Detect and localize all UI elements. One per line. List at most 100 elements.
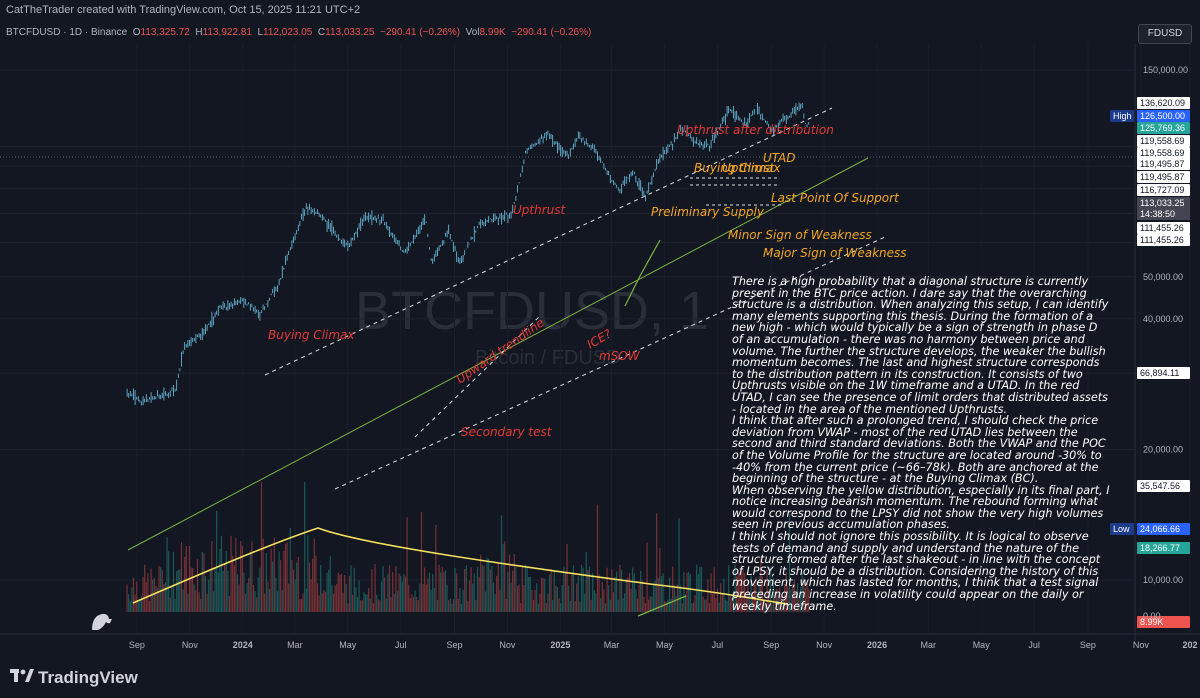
time-tick-label: Mar <box>921 640 937 650</box>
price-chart[interactable]: BTCFDUSD, 1 Bitcoin / FDUSD Upthrust aft… <box>0 44 1200 658</box>
volume-bar <box>321 593 323 612</box>
volume-bar <box>584 593 586 612</box>
volume-bar <box>198 592 200 612</box>
volume-bar <box>454 567 456 612</box>
price-tick-label: 40,000.00 <box>1143 314 1183 324</box>
volume-bar <box>390 596 392 612</box>
volume-bar <box>243 572 245 612</box>
volume-bar <box>676 584 679 612</box>
volume-bar <box>628 573 631 612</box>
volume-bar <box>134 594 136 612</box>
volume-bar <box>436 600 439 612</box>
price-label-box <box>1137 480 1190 492</box>
volume-bar <box>366 594 368 612</box>
volume-bar <box>424 567 426 612</box>
symbol-label[interactable]: BTCFDUSD · 1D · Binance <box>6 27 128 38</box>
recovery-line <box>624 239 661 307</box>
tradingview-mascot-icon <box>92 613 112 630</box>
volume-bar <box>721 594 723 612</box>
volume-bar <box>752 591 754 612</box>
tradingview-logo[interactable]: TradingView <box>10 668 138 688</box>
volume-bar <box>736 576 738 612</box>
volume-bar <box>635 589 637 612</box>
volume-bar <box>739 573 741 612</box>
volume-bar <box>756 593 759 612</box>
volume-bar <box>611 569 613 612</box>
annotation-label: Major Sign of Weakness <box>763 246 907 260</box>
volume-bar <box>598 574 600 612</box>
volume-bar <box>496 575 498 612</box>
volume-bar <box>561 584 563 612</box>
time-axis[interactable]: Sep Nov 2024 Mar May Jul Sep Nov 2025 Mar May Jul Se… <box>0 633 1200 650</box>
volume-bar <box>537 603 539 612</box>
volume-value: 8.99K <box>479 27 506 38</box>
volume-bar <box>638 584 640 612</box>
volume-bar <box>446 585 448 612</box>
currency-button[interactable]: FDUSD <box>1138 24 1192 44</box>
volume-bar <box>300 598 303 612</box>
volume-bar <box>625 578 627 612</box>
volume-bar <box>718 602 720 612</box>
volume-bar <box>345 584 347 612</box>
volume-bar <box>281 590 283 612</box>
volume-bar <box>694 595 696 612</box>
volume-bar <box>144 564 146 612</box>
volume-bar <box>350 565 352 612</box>
volume-bar <box>630 588 632 612</box>
volume-bar <box>380 581 383 612</box>
high-value: 113,922.81 <box>202 27 252 38</box>
volume-trend-line <box>637 595 687 617</box>
volume-bar <box>400 575 402 612</box>
volume-bar <box>404 576 407 612</box>
volume-bar <box>289 528 291 612</box>
price-label-box <box>1137 97 1190 109</box>
volume-bar <box>720 583 722 612</box>
volume-bar <box>276 591 279 612</box>
volume-bar <box>456 573 458 612</box>
volume-bar <box>464 569 466 612</box>
volume-bar <box>371 569 373 612</box>
volume-bar <box>171 585 173 612</box>
volume-bar <box>806 583 808 612</box>
close-value: 113,033.25 <box>325 27 375 38</box>
time-tick-label: 2025 <box>550 640 570 650</box>
volume-bar <box>179 569 181 612</box>
time-tick-label: Mar <box>604 640 620 650</box>
volume-bar <box>545 602 547 612</box>
tradingview-logo-icon <box>10 668 34 688</box>
volume-bar <box>232 555 234 612</box>
volume-bar <box>510 582 512 612</box>
volume-bar <box>230 535 232 612</box>
volume-bar <box>707 579 709 612</box>
volume-bar <box>732 592 735 612</box>
volume-bar <box>515 567 517 612</box>
volume-bar <box>779 587 781 612</box>
volume-bar <box>804 587 807 612</box>
volume-axis-label: 0.00 <box>1143 611 1161 621</box>
price-label: 66,894.11 <box>1140 368 1179 378</box>
volume-bar <box>651 596 653 612</box>
ohlc-legend: BTCFDUSD · 1D · Binance O113,325.72 H113… <box>0 22 1135 42</box>
price-axis[interactable]: 150,000.00100,000.0090,000.0080,000.0070… <box>1110 44 1190 640</box>
volume-bar <box>692 602 695 612</box>
volume-bar <box>531 590 533 612</box>
volume-bar <box>200 598 202 612</box>
upward-trendline <box>127 157 869 551</box>
volume-bar <box>588 566 591 612</box>
volume-bar <box>331 585 333 612</box>
volume-bar <box>548 574 551 612</box>
footer: TradingView <box>0 660 1200 698</box>
volume-bar <box>568 585 570 612</box>
volume-bar <box>593 589 595 612</box>
volume-bar <box>432 573 434 612</box>
volume-bar <box>619 564 621 612</box>
analysis-paragraph: There is a high probability that a diago… <box>732 275 1109 416</box>
volume-bar <box>579 602 581 612</box>
volume-bar <box>369 598 371 612</box>
volume-bar <box>699 566 701 612</box>
volume-bar <box>472 583 474 612</box>
volume-bar <box>664 600 666 612</box>
volume-bar <box>552 599 554 612</box>
volume-bar <box>665 601 667 612</box>
volume-bar <box>190 567 192 612</box>
